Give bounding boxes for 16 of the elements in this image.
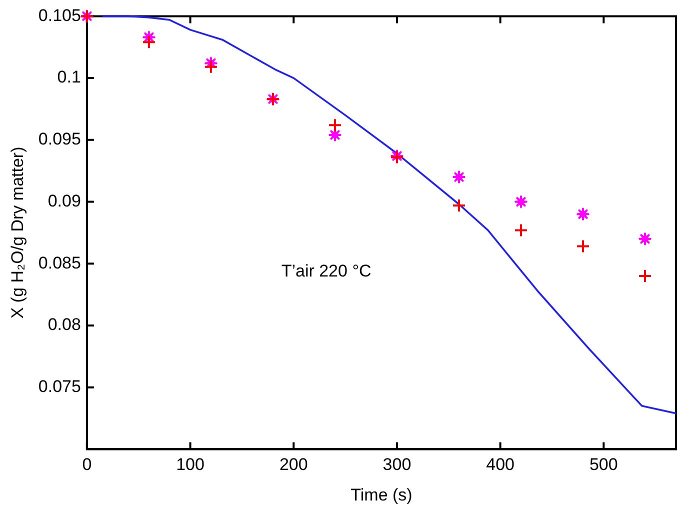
x-tick-label: 300 [382,455,412,474]
x-axis-title: Time (s) [350,485,412,504]
x-tick-label: 500 [589,455,618,474]
y-tick-label: 0.1 [57,68,81,87]
y-tick-label: 0.075 [38,377,81,396]
y-tick-label: 0.09 [48,191,81,210]
y-tick-label: 0.085 [38,253,81,272]
y-tick-label: 0.095 [38,130,81,149]
y-axis-title: X (g H₂O/g Dry matter) [8,146,27,319]
x-tick-label: 400 [486,455,515,474]
y-tick-label: 0.08 [48,315,81,334]
x-tick-label: 200 [279,455,308,474]
annotation: T’air 220 °C [281,261,372,280]
x-tick-label: 0 [82,455,92,474]
y-tick-label: 0.105 [38,6,81,25]
x-tick-label: 100 [176,455,204,474]
